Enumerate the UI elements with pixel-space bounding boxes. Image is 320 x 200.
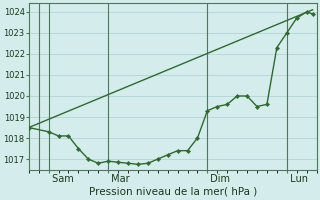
X-axis label: Pression niveau de la mer( hPa ): Pression niveau de la mer( hPa ) [89,187,257,197]
